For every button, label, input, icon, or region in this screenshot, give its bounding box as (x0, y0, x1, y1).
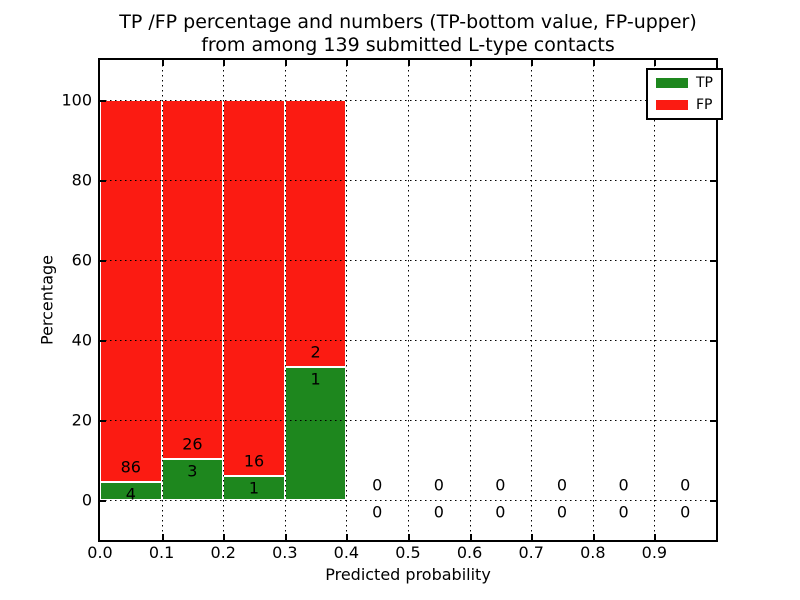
fp-count-label: 86 (120, 457, 141, 477)
fp-count-label: 2 (310, 342, 321, 362)
x-tick-mark (346, 60, 349, 66)
legend-swatch (656, 78, 688, 88)
x-tick-mark (223, 534, 226, 540)
legend-label: TP (696, 75, 713, 91)
gridline-vertical (408, 60, 409, 540)
gridline-vertical (469, 60, 471, 540)
x-tick-label: 0.8 (580, 543, 606, 562)
x-tick-mark (469, 60, 472, 66)
gridline-vertical (346, 60, 348, 540)
tp-count-label: 3 (187, 461, 198, 481)
x-tick-label: 0.0 (87, 543, 113, 562)
x-tick-mark (284, 534, 287, 540)
tp-count-label: 0 (556, 502, 568, 522)
x-axis-label: Predicted probability (325, 565, 491, 584)
bar-fp-segment (284, 100, 347, 367)
y-tick-mark (100, 420, 106, 422)
gridline-horizontal (100, 100, 716, 101)
bar-tp-segment (161, 458, 224, 500)
gridline-horizontal (100, 500, 716, 501)
tp-count-label: 0 (680, 502, 691, 522)
tp-count-label: 0 (372, 502, 383, 522)
tp-count-label: 0 (618, 502, 629, 522)
x-tick-mark (223, 60, 226, 66)
y-tick-mark (710, 260, 716, 262)
y-tick-mark (100, 100, 106, 102)
plot-area: 86 4 26 3 16 1 2 1 0 0 0 0 0 0 0 0 0 0 0 0 TP FP (98, 58, 723, 542)
x-tick-mark (469, 534, 472, 540)
y-tick-mark (710, 500, 716, 502)
gridline-vertical (654, 60, 656, 540)
x-tick-mark (161, 60, 164, 66)
fp-count-label: 16 (243, 451, 265, 471)
legend: TP FP (646, 68, 723, 120)
bar-tp-segment (100, 482, 162, 500)
tp-count-label: 1 (310, 369, 321, 389)
gridline-horizontal (100, 260, 716, 261)
x-tick-label: 0.3 (272, 543, 298, 562)
x-tick-mark (592, 60, 595, 66)
x-tick-label: 0.6 (456, 543, 483, 562)
fp-count-label: 0 (556, 475, 568, 495)
gridline-horizontal (100, 340, 716, 341)
chart-title-line2: from among 139 submitted L-type contacts (201, 34, 615, 56)
y-tick-label: 20 (71, 410, 92, 430)
x-tick-mark (531, 534, 534, 540)
x-tick-mark (408, 60, 410, 66)
bar-fp-segment (100, 100, 162, 483)
x-tick-label: 0.5 (395, 543, 421, 562)
x-tick-mark (284, 60, 287, 66)
gridline-vertical (161, 60, 163, 540)
bar-tp-segment (284, 366, 347, 500)
tp-count-label: 1 (248, 478, 260, 498)
y-tick-label: 0 (81, 490, 92, 510)
gridline-vertical (223, 60, 225, 540)
bar-fp-segment (161, 100, 224, 459)
legend-item: FP (656, 98, 713, 112)
fp-count-label: 0 (495, 475, 506, 495)
legend-label: FP (696, 97, 713, 113)
legend-item: TP (656, 76, 713, 90)
fp-count-label: 0 (372, 475, 383, 495)
x-tick-mark (408, 534, 410, 540)
gridline-vertical (531, 60, 533, 540)
x-tick-label: 0.2 (210, 543, 236, 562)
gridline-vertical (284, 60, 286, 540)
y-tick-mark (710, 420, 716, 422)
fp-count-label: 0 (680, 475, 691, 495)
y-tick-label: 40 (71, 330, 92, 350)
y-tick-mark (100, 180, 106, 182)
fp-count-label: 26 (182, 434, 203, 454)
tp-count-label: 0 (495, 502, 506, 522)
y-tick-mark (100, 340, 106, 342)
tp-count-label: 0 (433, 502, 444, 522)
y-tick-mark (710, 180, 716, 182)
legend-swatch (656, 100, 688, 110)
tp-count-label: 4 (125, 484, 136, 504)
fp-count-label: 0 (618, 475, 629, 495)
gridline-horizontal (100, 420, 716, 421)
x-tick-mark (592, 534, 595, 540)
chart-title-line1: TP /FP percentage and numbers (TP-bottom… (119, 11, 697, 33)
gridline-vertical (592, 60, 594, 540)
y-tick-label: 80 (71, 170, 92, 190)
y-tick-mark (710, 340, 716, 342)
x-tick-mark (161, 534, 164, 540)
y-tick-mark (100, 500, 106, 502)
gridline-horizontal (100, 180, 716, 181)
x-tick-mark (531, 60, 534, 66)
x-tick-label: 0.4 (333, 543, 360, 562)
x-tick-label: 0.1 (148, 543, 175, 562)
fp-count-label: 0 (433, 475, 444, 495)
x-tick-mark (654, 60, 657, 66)
y-tick-label: 100 (61, 90, 92, 110)
x-tick-mark (346, 534, 349, 540)
y-tick-label: 60 (71, 250, 92, 270)
x-tick-mark (654, 534, 657, 540)
chart-title: TP /FP percentage and numbers (TP-bottom… (100, 11, 716, 57)
x-tick-label: 0.9 (641, 543, 668, 562)
x-tick-label: 0.7 (518, 543, 544, 562)
y-tick-mark (100, 260, 106, 262)
